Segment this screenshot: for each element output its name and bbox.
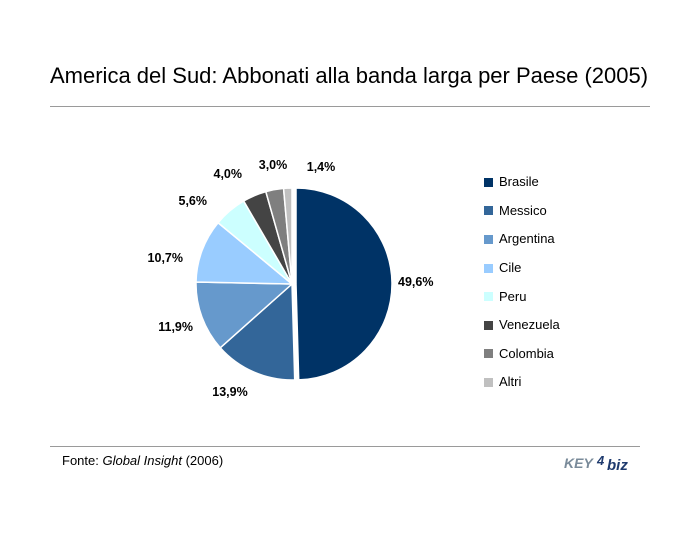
data-label-venezuela: 4,0% xyxy=(214,167,243,181)
legend-swatch xyxy=(484,377,493,387)
data-label-peru: 5,6% xyxy=(179,194,208,208)
legend-swatch xyxy=(484,349,493,359)
legend-item-venezuela: Venezuela xyxy=(484,311,594,340)
legend-item-brasile: Brasile xyxy=(484,168,594,197)
legend-swatch xyxy=(484,206,493,216)
pie-labels: 49,6% 13,9% 11,9% 10,7% 5,6% 4,0% 3,0% 1,4% xyxy=(148,158,434,399)
legend-label: Altri xyxy=(499,374,522,390)
legend-label: Argentina xyxy=(499,231,555,247)
source-prefix: Fonte: xyxy=(62,453,103,468)
legend-label: Venezuela xyxy=(499,317,560,333)
pie-slice-altri xyxy=(282,187,293,285)
data-label-colombia: 3,0% xyxy=(259,158,288,172)
legend-label: Colombia xyxy=(499,345,554,361)
legend-swatch xyxy=(484,292,493,302)
data-label-argentina: 11,9% xyxy=(158,320,193,334)
pie-slices xyxy=(195,187,393,381)
legend-label: Messico xyxy=(499,202,547,218)
page-title: America del Sud: Abbonati alla banda lar… xyxy=(50,63,649,88)
title-divider xyxy=(50,106,650,107)
pie-slice-argentina xyxy=(195,281,294,349)
source-name: Global Insight xyxy=(102,453,182,468)
legend-item-messico: Messico xyxy=(484,197,594,226)
data-label-brasile: 49,6% xyxy=(398,275,433,289)
pie-slice-messico xyxy=(219,282,296,381)
legend-swatch xyxy=(484,234,493,244)
data-label-messico: 13,9% xyxy=(212,385,247,399)
legend-label: Brasile xyxy=(499,174,539,190)
pie-slice-brasile xyxy=(295,187,393,381)
key4biz-logo: KEY 4 biz xyxy=(564,453,628,474)
source-suffix: (2006) xyxy=(181,453,224,468)
legend-label: Peru xyxy=(499,288,527,304)
legend-item-altri: Altri xyxy=(484,368,594,397)
legend-swatch xyxy=(484,177,493,187)
source-note: Fonte: Global Insight (2006) xyxy=(62,453,223,469)
legend-item-argentina: Argentina xyxy=(484,225,594,254)
chart-legend: Brasile Messico Argentina Cile Peru Venezuela… xyxy=(484,168,594,397)
legend-item-cile: Cile xyxy=(484,254,594,283)
footer-divider xyxy=(50,446,640,447)
logo-text-left: KEY xyxy=(564,455,594,471)
legend-item-peru: Peru xyxy=(484,282,594,311)
logo-number: 4 xyxy=(596,453,605,468)
logo-text-right: biz xyxy=(607,457,628,474)
data-label-altri: 1,4% xyxy=(307,160,336,174)
legend-swatch xyxy=(484,263,493,273)
legend-item-colombia: Colombia xyxy=(484,340,594,369)
data-label-cile: 10,7% xyxy=(148,251,183,265)
legend-swatch xyxy=(484,320,493,330)
legend-label: Cile xyxy=(499,260,522,276)
